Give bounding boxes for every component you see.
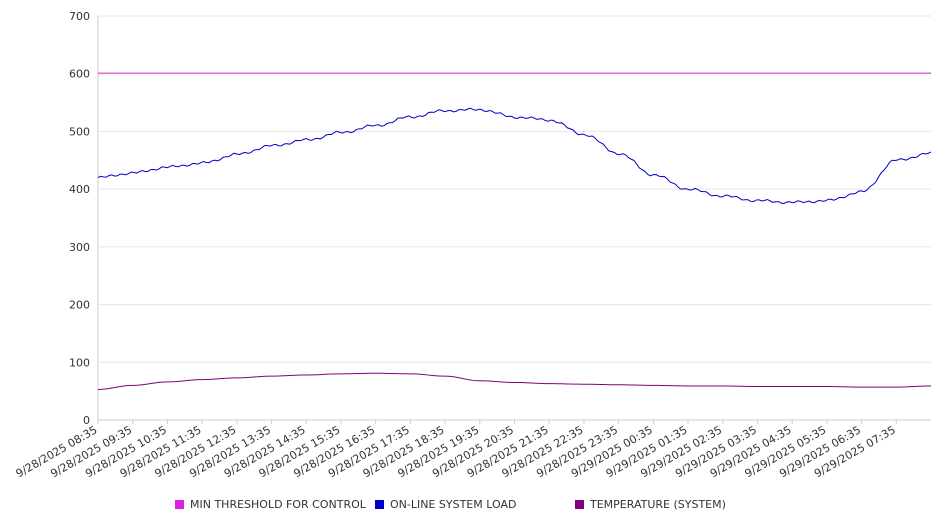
legend-swatch-temperature: [575, 500, 584, 509]
legend-swatch-min-threshold: [175, 500, 184, 509]
series-line-2: [97, 372, 932, 390]
y-tick-label: 700: [69, 10, 90, 23]
y-tick-label: 200: [69, 299, 90, 312]
legend-item-system-load[interactable]: ON-LINE SYSTEM LOAD: [375, 498, 516, 511]
y-tick-label: 300: [69, 241, 90, 254]
y-tick-label: 600: [69, 68, 90, 81]
legend-label-system-load: ON-LINE SYSTEM LOAD: [390, 498, 517, 511]
y-tick-label: 100: [69, 356, 90, 369]
legend-item-min-threshold[interactable]: MIN THRESHOLD FOR CONTROL: [175, 498, 366, 511]
y-axis-ticks: 0 100 200 300 400 500 600 700: [69, 10, 90, 427]
series-line-1: [97, 107, 932, 205]
legend-item-temperature[interactable]: TEMPERATURE (SYSTEM): [575, 498, 726, 511]
y-tick-label: 400: [69, 183, 90, 196]
y-tick-label: 500: [69, 125, 90, 138]
legend-label-min-threshold: MIN THRESHOLD FOR CONTROL: [190, 498, 366, 511]
grid-lines: [98, 15, 931, 421]
axes: [97, 16, 931, 421]
x-axis-ticks: 9/28/2025 08:359/28/2025 09:359/28/2025 …: [14, 420, 898, 480]
legend: MIN THRESHOLD FOR CONTROL ON-LINE SYSTEM…: [0, 498, 946, 514]
series-lines: [97, 72, 932, 390]
y-tick-label: 0: [83, 414, 90, 427]
legend-swatch-system-load: [375, 500, 384, 509]
legend-label-temperature: TEMPERATURE (SYSTEM): [590, 498, 726, 511]
